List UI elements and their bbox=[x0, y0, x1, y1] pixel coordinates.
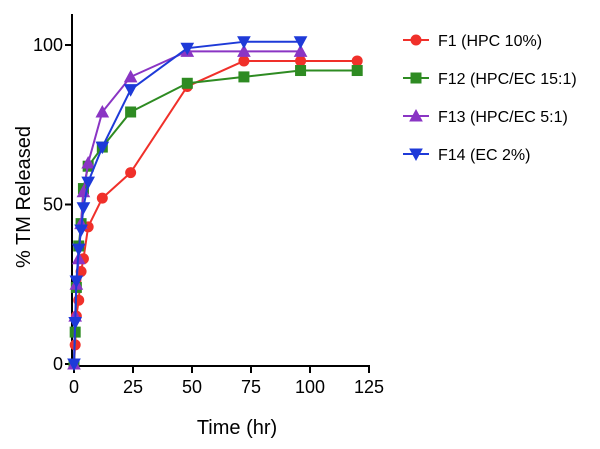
y-axis-title: % TM Released bbox=[13, 126, 35, 268]
data-point bbox=[295, 55, 307, 67]
y-tick-label: 0 bbox=[53, 354, 63, 374]
x-tick-label: 25 bbox=[123, 377, 143, 397]
y-axis: 0 50 100 bbox=[33, 14, 73, 374]
data-point bbox=[180, 42, 195, 56]
x-tick-label: 125 bbox=[354, 377, 384, 397]
legend-item: F14 (EC 2%) bbox=[403, 147, 530, 164]
legend-marker bbox=[410, 34, 422, 46]
data-point bbox=[293, 36, 308, 49]
data-point bbox=[71, 243, 86, 257]
legend-item: F13 (HPC/EC 5:1) bbox=[403, 108, 568, 126]
legend-item: F12 (HPC/EC 15:1) bbox=[403, 71, 577, 88]
data-point bbox=[351, 65, 363, 77]
data-point bbox=[68, 317, 83, 330]
series-3 bbox=[67, 44, 308, 370]
data-point bbox=[95, 141, 110, 155]
data-point bbox=[181, 77, 193, 89]
data-point bbox=[125, 167, 137, 179]
series-line bbox=[73, 59, 358, 365]
legend-label: F1 (HPC 10%) bbox=[438, 33, 542, 50]
x-tick-label: 100 bbox=[295, 377, 325, 397]
legend: F1 (HPC 10%) F12 (HPC/EC 15:1) F13 (HPC/EC… bbox=[403, 33, 577, 164]
y-tick-label: 100 bbox=[33, 35, 63, 55]
data-point bbox=[76, 202, 91, 215]
data-point bbox=[74, 224, 88, 238]
data-point bbox=[123, 69, 138, 83]
data-point bbox=[238, 55, 250, 67]
legend-item: F1 (HPC 10%) bbox=[403, 33, 542, 50]
x-tick-label: 0 bbox=[69, 377, 79, 397]
y-tick-label: 50 bbox=[43, 195, 63, 215]
data-point bbox=[125, 106, 137, 118]
x-tick-label: 75 bbox=[241, 377, 261, 397]
plot-series bbox=[67, 36, 363, 372]
legend-marker bbox=[410, 72, 422, 84]
data-point bbox=[237, 44, 251, 57]
series-2 bbox=[68, 65, 363, 370]
data-point bbox=[81, 155, 96, 169]
data-point bbox=[238, 71, 250, 83]
data-point bbox=[123, 84, 138, 97]
data-point bbox=[81, 176, 96, 190]
legend-label: F12 (HPC/EC 15:1) bbox=[438, 71, 577, 88]
series-1 bbox=[68, 55, 363, 370]
series-line bbox=[73, 69, 358, 365]
data-point bbox=[237, 36, 251, 49]
legend-marker bbox=[409, 108, 423, 122]
series-line bbox=[73, 40, 301, 365]
x-axis: 0 25 50 75 100 125 bbox=[69, 365, 384, 397]
legend-marker bbox=[409, 148, 423, 162]
data-point bbox=[96, 192, 108, 204]
data-point bbox=[293, 44, 308, 57]
x-tick-label: 50 bbox=[182, 377, 202, 397]
data-point bbox=[69, 275, 84, 289]
legend-label: F14 (EC 2%) bbox=[438, 147, 530, 164]
x-axis-title: Time (hr) bbox=[197, 417, 277, 439]
data-point bbox=[295, 65, 307, 77]
legend-label: F13 (HPC/EC 5:1) bbox=[438, 109, 568, 126]
data-point bbox=[351, 55, 363, 67]
series-4 bbox=[67, 36, 308, 372]
data-point bbox=[67, 358, 81, 372]
data-point bbox=[95, 104, 110, 118]
series-line bbox=[73, 50, 301, 365]
